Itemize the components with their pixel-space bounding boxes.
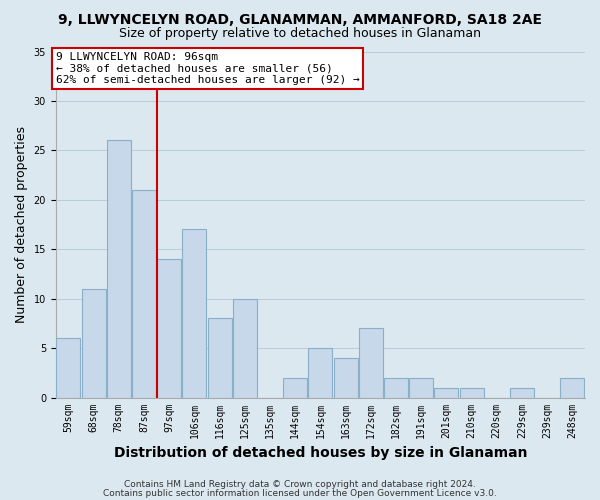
Text: 9, LLWYNCELYN ROAD, GLANAMMAN, AMMANFORD, SA18 2AE: 9, LLWYNCELYN ROAD, GLANAMMAN, AMMANFORD… — [58, 12, 542, 26]
X-axis label: Distribution of detached houses by size in Glanaman: Distribution of detached houses by size … — [113, 446, 527, 460]
Bar — [560, 378, 584, 398]
Bar — [334, 358, 358, 398]
Bar — [132, 190, 156, 398]
Bar — [434, 388, 458, 398]
Bar — [182, 230, 206, 398]
Text: Contains public sector information licensed under the Open Government Licence v3: Contains public sector information licen… — [103, 488, 497, 498]
Bar — [384, 378, 408, 398]
Bar — [510, 388, 534, 398]
Y-axis label: Number of detached properties: Number of detached properties — [15, 126, 28, 323]
Bar — [157, 259, 181, 398]
Bar — [82, 289, 106, 398]
Text: Size of property relative to detached houses in Glanaman: Size of property relative to detached ho… — [119, 28, 481, 40]
Bar — [460, 388, 484, 398]
Text: 9 LLWYNCELYN ROAD: 96sqm
← 38% of detached houses are smaller (56)
62% of semi-d: 9 LLWYNCELYN ROAD: 96sqm ← 38% of detach… — [56, 52, 359, 84]
Bar — [208, 318, 232, 398]
Bar — [233, 298, 257, 398]
Bar — [56, 338, 80, 398]
Text: Contains HM Land Registry data © Crown copyright and database right 2024.: Contains HM Land Registry data © Crown c… — [124, 480, 476, 489]
Bar — [359, 328, 383, 398]
Bar — [283, 378, 307, 398]
Bar — [107, 140, 131, 398]
Bar — [308, 348, 332, 398]
Bar — [409, 378, 433, 398]
